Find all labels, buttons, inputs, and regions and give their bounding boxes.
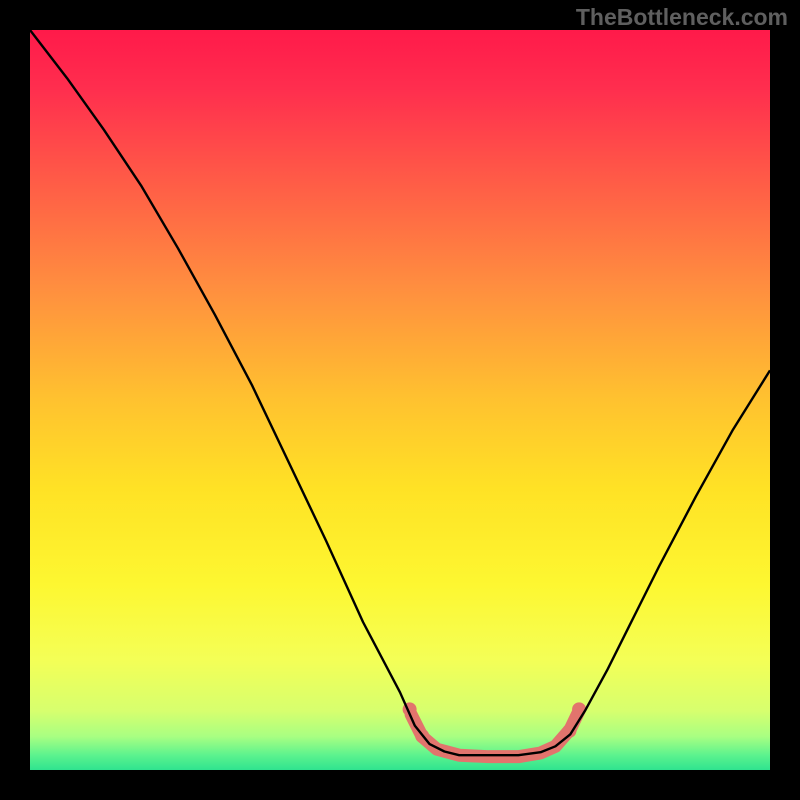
watermark-label: TheBottleneck.com <box>576 4 788 31</box>
chart-background <box>30 30 770 770</box>
chart-container: TheBottleneck.com <box>0 0 800 800</box>
plot-area <box>30 30 770 770</box>
chart-svg <box>30 30 770 770</box>
